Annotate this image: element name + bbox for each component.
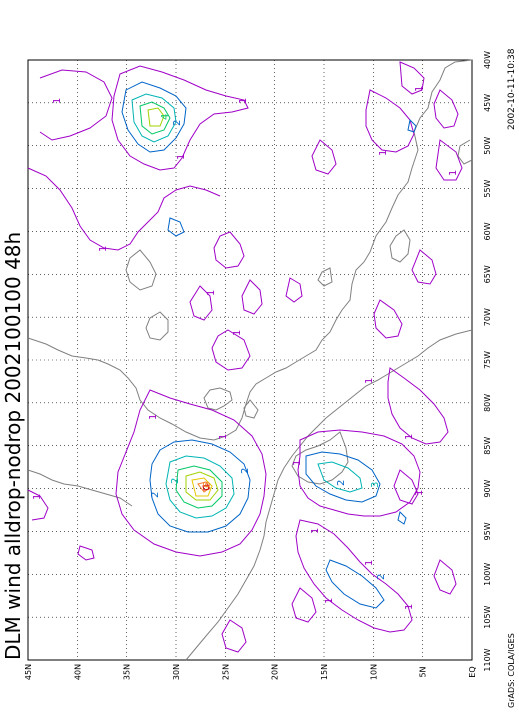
contour-label: 1 bbox=[218, 434, 229, 440]
contour-label: 1 bbox=[364, 378, 375, 384]
contour-label: 2 bbox=[172, 120, 183, 126]
longitude-tick-label: 90W bbox=[483, 479, 492, 497]
latitude-tick-label: 10N bbox=[369, 664, 378, 680]
latitude-tick-label: 5N bbox=[419, 666, 428, 677]
contour-label: 1 bbox=[98, 246, 109, 252]
contour-label: 2 bbox=[240, 468, 251, 474]
longitude-tick-label: 110W bbox=[483, 648, 492, 671]
longitude-tick-label: 65W bbox=[483, 265, 492, 283]
longitude-tick-label: 55W bbox=[483, 179, 492, 197]
longitude-tick-label: 75W bbox=[483, 351, 492, 369]
contour-label: 1 bbox=[176, 154, 187, 160]
plot-frame bbox=[27, 59, 473, 661]
contour-label: 2 bbox=[376, 574, 387, 580]
longitude-tick-label: 100W bbox=[483, 563, 492, 586]
contour-level-7 bbox=[197, 481, 211, 493]
contour-label: 2 bbox=[150, 492, 161, 498]
coastlines bbox=[27, 59, 473, 661]
contour-label: 2 bbox=[336, 480, 347, 486]
longitude-tick-label: 105W bbox=[483, 605, 492, 628]
latitude-tick-label: 40N bbox=[73, 664, 82, 680]
latitude-tick-label: EQ bbox=[468, 666, 477, 677]
latitude-labels: EQ 5N 10N 15N 20N 25N 30N 35N 40N 45N bbox=[24, 664, 477, 680]
latitude-tick-label: 35N bbox=[123, 664, 132, 680]
latitude-tick-label: 15N bbox=[320, 664, 329, 680]
contour-label: 1 bbox=[32, 494, 43, 500]
contour-level-8 bbox=[202, 484, 210, 491]
contour-label: 1 bbox=[292, 460, 303, 466]
contour-label: 1 bbox=[414, 86, 425, 92]
contour-label: 1 bbox=[206, 290, 217, 296]
contour-label: 1 bbox=[324, 598, 335, 604]
contour-label: 2 bbox=[170, 478, 181, 484]
contour-label: 1 bbox=[310, 528, 321, 534]
contour-level-6 bbox=[191, 477, 213, 497]
latitude-tick-label: 25N bbox=[221, 664, 230, 680]
longitude-tick-label: 50W bbox=[483, 137, 492, 155]
contour-label: 1 bbox=[232, 330, 243, 336]
longitude-tick-label: 60W bbox=[483, 222, 492, 240]
contour-level-4 bbox=[139, 101, 223, 509]
latitude-tick-label: 30N bbox=[172, 664, 181, 680]
longitude-tick-label: 45W bbox=[483, 94, 492, 112]
longitude-tick-label: 40W bbox=[483, 51, 492, 69]
contour-label: 1 bbox=[364, 560, 375, 566]
contour-label: 1 bbox=[378, 150, 389, 156]
contour-label: 1 bbox=[404, 604, 415, 610]
longitude-tick-label: 80W bbox=[483, 394, 492, 412]
timestamp: 2002-10-11-10:38 bbox=[507, 48, 517, 130]
contour-level-3 bbox=[131, 93, 363, 519]
contour-label: 4 bbox=[160, 114, 171, 120]
contour-level-1 bbox=[27, 61, 463, 653]
contour-level-5 bbox=[147, 107, 219, 501]
plot-title: DLM wind alldrop-nodrop 2002100100 48h bbox=[1, 232, 25, 660]
contour-label: 1 bbox=[148, 414, 159, 420]
contour-label: 6 bbox=[202, 482, 213, 488]
latitude-tick-label: 20N bbox=[271, 664, 280, 680]
longitude-labels: 110W 105W 100W 95W 90W 85W 80W 75W 70W 65W 60W 55W 5… bbox=[483, 51, 492, 672]
contour-label: 1 bbox=[404, 434, 415, 440]
contour-level-2 bbox=[121, 81, 417, 609]
contour-label: 1 bbox=[238, 98, 249, 104]
software-credit: GrADS: COLA/IGES bbox=[507, 633, 516, 708]
contour-label: 1 bbox=[52, 98, 63, 104]
contour-labels: 1 1 1 1 1 1 1 1 1 1 1 1 1 1 1 1 1 1 1 1 … bbox=[32, 86, 459, 610]
contour-label: 3 bbox=[370, 482, 381, 488]
longitude-tick-label: 95W bbox=[483, 522, 492, 540]
contour-label: 1 bbox=[448, 170, 459, 176]
longitude-tick-label: 85W bbox=[483, 437, 492, 455]
grid-lines bbox=[28, 60, 472, 660]
longitude-tick-label: 70W bbox=[483, 308, 492, 326]
latitude-tick-label: 45N bbox=[24, 664, 33, 680]
contour-label: 1 bbox=[414, 490, 425, 496]
